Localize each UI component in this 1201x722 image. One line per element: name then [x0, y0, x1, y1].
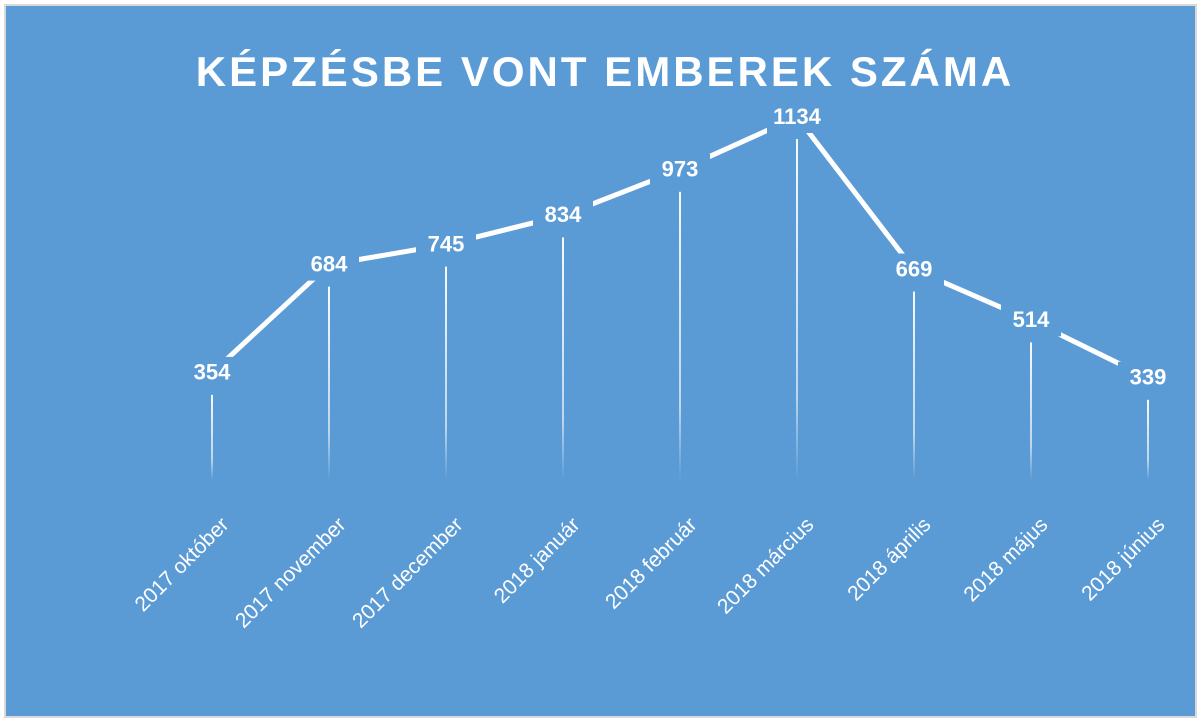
drop-line — [328, 286, 330, 480]
data-label: 684 — [311, 251, 348, 276]
chart-title: KÉPZÉSBE VONT EMBEREK SZÁMA — [196, 48, 1014, 95]
drop-line — [679, 191, 681, 480]
data-label: 354 — [194, 360, 231, 385]
label-background — [299, 248, 359, 281]
label-background — [884, 253, 944, 286]
data-label: 834 — [545, 202, 582, 227]
drop-line — [211, 394, 213, 480]
drop-line — [445, 266, 447, 480]
drop-line — [796, 139, 798, 480]
data-label: 745 — [428, 231, 465, 256]
drop-line — [562, 237, 564, 480]
data-label: 1134 — [773, 104, 821, 129]
label-background — [1001, 304, 1061, 337]
data-label: 339 — [1130, 365, 1167, 390]
label-background — [182, 356, 242, 389]
data-label: 669 — [896, 256, 933, 281]
drop-line — [1147, 399, 1149, 480]
label-background — [1118, 361, 1178, 394]
label-background — [767, 101, 827, 133]
drop-line — [913, 291, 915, 480]
label-background — [416, 228, 476, 261]
data-label: 514 — [1013, 307, 1050, 332]
data-label: 973 — [662, 157, 699, 182]
label-background — [650, 153, 710, 186]
drop-line — [1030, 342, 1032, 480]
label-background — [533, 199, 593, 232]
